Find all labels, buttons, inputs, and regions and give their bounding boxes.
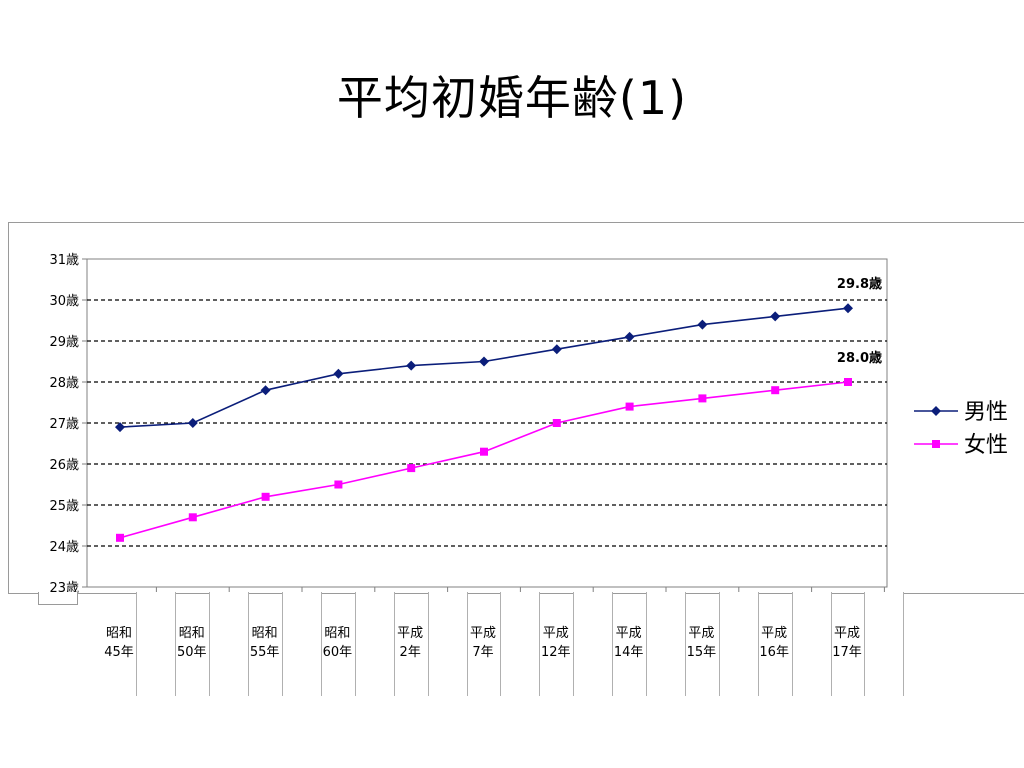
category-box xyxy=(354,592,395,696)
data-point xyxy=(116,533,124,542)
legend-marker xyxy=(932,440,940,448)
x-category-era: 平成 xyxy=(469,626,496,641)
category-box xyxy=(718,592,759,696)
x-category-era: 平成 xyxy=(542,626,569,641)
data-point xyxy=(698,394,707,403)
legend-label: 女性 xyxy=(964,433,1008,458)
line-chart: 23歳 24歳 25歳 26歳 27歳 28歳 29歳 30歳 31歳 29.8歳 28.0歳男性女… xyxy=(49,253,1008,593)
data-point xyxy=(843,303,853,314)
category-box xyxy=(500,592,541,696)
x-category-year: 60年 xyxy=(322,645,353,660)
category-box xyxy=(136,592,177,696)
data-label: 28.0歳 xyxy=(837,350,882,366)
x-category-era: 昭和 xyxy=(324,626,351,641)
x-category-year: 14年 xyxy=(613,645,644,660)
x-category-era: 昭和 xyxy=(251,626,278,641)
legend-marker xyxy=(931,406,941,416)
x-category-label: 昭和 60年 xyxy=(314,624,360,662)
x-category-year: 16年 xyxy=(759,645,789,660)
x-category-year: 17年 xyxy=(832,645,862,660)
x-category-label: 平成 16年 xyxy=(751,624,797,662)
x-category-year: 2年 xyxy=(399,645,421,660)
data-point xyxy=(334,480,343,489)
y-tick-label: 30歳 xyxy=(49,294,79,309)
data-point xyxy=(697,319,708,330)
data-point xyxy=(115,422,125,433)
data-point xyxy=(187,418,198,428)
data-point xyxy=(624,331,635,342)
y-tick-label: 29歳 xyxy=(49,335,79,350)
x-category-label: 平成 14年 xyxy=(606,624,652,662)
y-tick-label: 28歳 xyxy=(49,376,79,391)
x-category-year: 50年 xyxy=(177,645,207,660)
x-category-label: 平成 2年 xyxy=(387,624,433,662)
y-tick-label: 25歳 xyxy=(49,499,79,514)
y-tick-label: 27歳 xyxy=(49,417,79,432)
x-category-year: 12年 xyxy=(541,645,571,660)
category-box xyxy=(573,592,614,696)
data-point xyxy=(406,360,417,371)
category-box xyxy=(427,592,468,696)
data-label: 29.8歳 xyxy=(837,276,882,292)
x-category-label: 昭和 55年 xyxy=(242,624,288,662)
data-point xyxy=(844,378,852,386)
x-category-year: 15年 xyxy=(686,645,717,660)
x-category-label: 昭和 50年 xyxy=(169,624,215,662)
x-category-era: 平成 xyxy=(688,626,715,641)
y-tick-label: 31歳 xyxy=(49,253,79,268)
data-point xyxy=(333,368,344,379)
x-category-era: 昭和 xyxy=(105,626,132,641)
legend-label: 男性 xyxy=(964,400,1008,425)
slide-title: 平均初婚年齢(1) xyxy=(336,71,688,125)
data-point xyxy=(551,344,562,355)
y-tick-label: 24歳 xyxy=(49,540,79,555)
data-point xyxy=(188,513,197,522)
x-category-year: 55年 xyxy=(249,645,280,660)
y-tick-label: 26歳 xyxy=(49,458,79,473)
x-category-label: 昭和 45年 xyxy=(96,624,142,662)
data-point xyxy=(625,402,634,411)
category-box xyxy=(646,592,686,696)
y-tick-label: 23歳 xyxy=(49,581,79,593)
x-category-label: 平成 15年 xyxy=(678,624,724,662)
category-box xyxy=(209,592,250,696)
data-point xyxy=(552,419,561,427)
data-point xyxy=(771,386,780,395)
x-category-era: 昭和 xyxy=(178,626,205,641)
x-category-year: 45年 xyxy=(104,645,134,660)
x-category-label: 平成 7年 xyxy=(460,624,506,662)
data-point xyxy=(407,464,416,473)
category-box xyxy=(864,592,905,696)
data-point xyxy=(479,356,489,367)
x-category-year: 7年 xyxy=(472,645,494,660)
axis-corner-box xyxy=(38,592,78,605)
x-category-label: 平成 17年 xyxy=(824,624,870,662)
x-category-era: 平成 xyxy=(833,626,860,641)
data-point xyxy=(480,447,488,456)
x-category-era: 平成 xyxy=(615,626,642,641)
x-category-era: 平成 xyxy=(761,626,788,641)
data-point xyxy=(770,311,781,322)
data-point xyxy=(261,492,270,501)
data-point xyxy=(260,385,271,396)
category-box xyxy=(282,592,322,696)
x-category-label: 平成 12年 xyxy=(533,624,579,662)
chart-frame: 23歳 24歳 25歳 26歳 27歳 28歳 29歳 30歳 31歳 29.8歳 28.0歳男性女… xyxy=(8,222,1024,594)
category-box xyxy=(791,592,832,696)
x-category-era: 平成 xyxy=(397,626,424,641)
